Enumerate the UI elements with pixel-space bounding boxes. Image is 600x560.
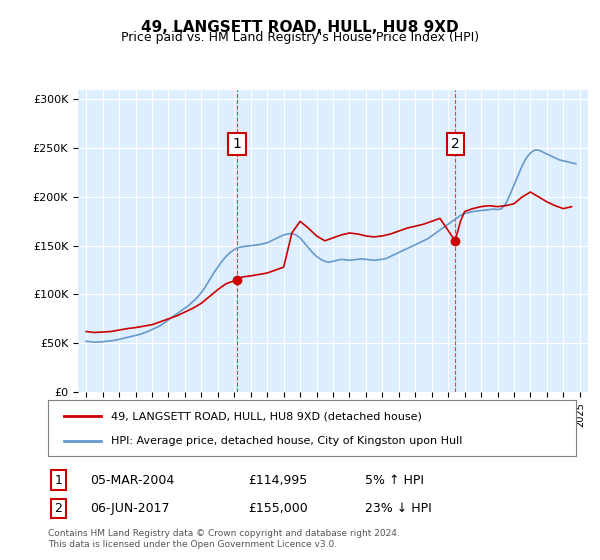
- Text: HPI: Average price, detached house, City of Kingston upon Hull: HPI: Average price, detached house, City…: [112, 436, 463, 446]
- Text: 49, LANGSETT ROAD, HULL, HU8 9XD: 49, LANGSETT ROAD, HULL, HU8 9XD: [141, 20, 459, 35]
- Text: 06-JUN-2017: 06-JUN-2017: [90, 502, 170, 515]
- Text: Contains HM Land Registry data © Crown copyright and database right 2024.
This d: Contains HM Land Registry data © Crown c…: [48, 529, 400, 549]
- Text: 05-MAR-2004: 05-MAR-2004: [90, 474, 175, 487]
- Text: £155,000: £155,000: [248, 502, 308, 515]
- Text: £114,995: £114,995: [248, 474, 308, 487]
- Text: 1: 1: [233, 137, 242, 151]
- Text: Price paid vs. HM Land Registry's House Price Index (HPI): Price paid vs. HM Land Registry's House …: [121, 31, 479, 44]
- Text: 49, LANGSETT ROAD, HULL, HU8 9XD (detached house): 49, LANGSETT ROAD, HULL, HU8 9XD (detach…: [112, 411, 422, 421]
- Text: 1: 1: [55, 474, 62, 487]
- Text: 2: 2: [55, 502, 62, 515]
- Text: 2: 2: [451, 137, 460, 151]
- Text: 5% ↑ HPI: 5% ↑ HPI: [365, 474, 424, 487]
- Text: 23% ↓ HPI: 23% ↓ HPI: [365, 502, 431, 515]
